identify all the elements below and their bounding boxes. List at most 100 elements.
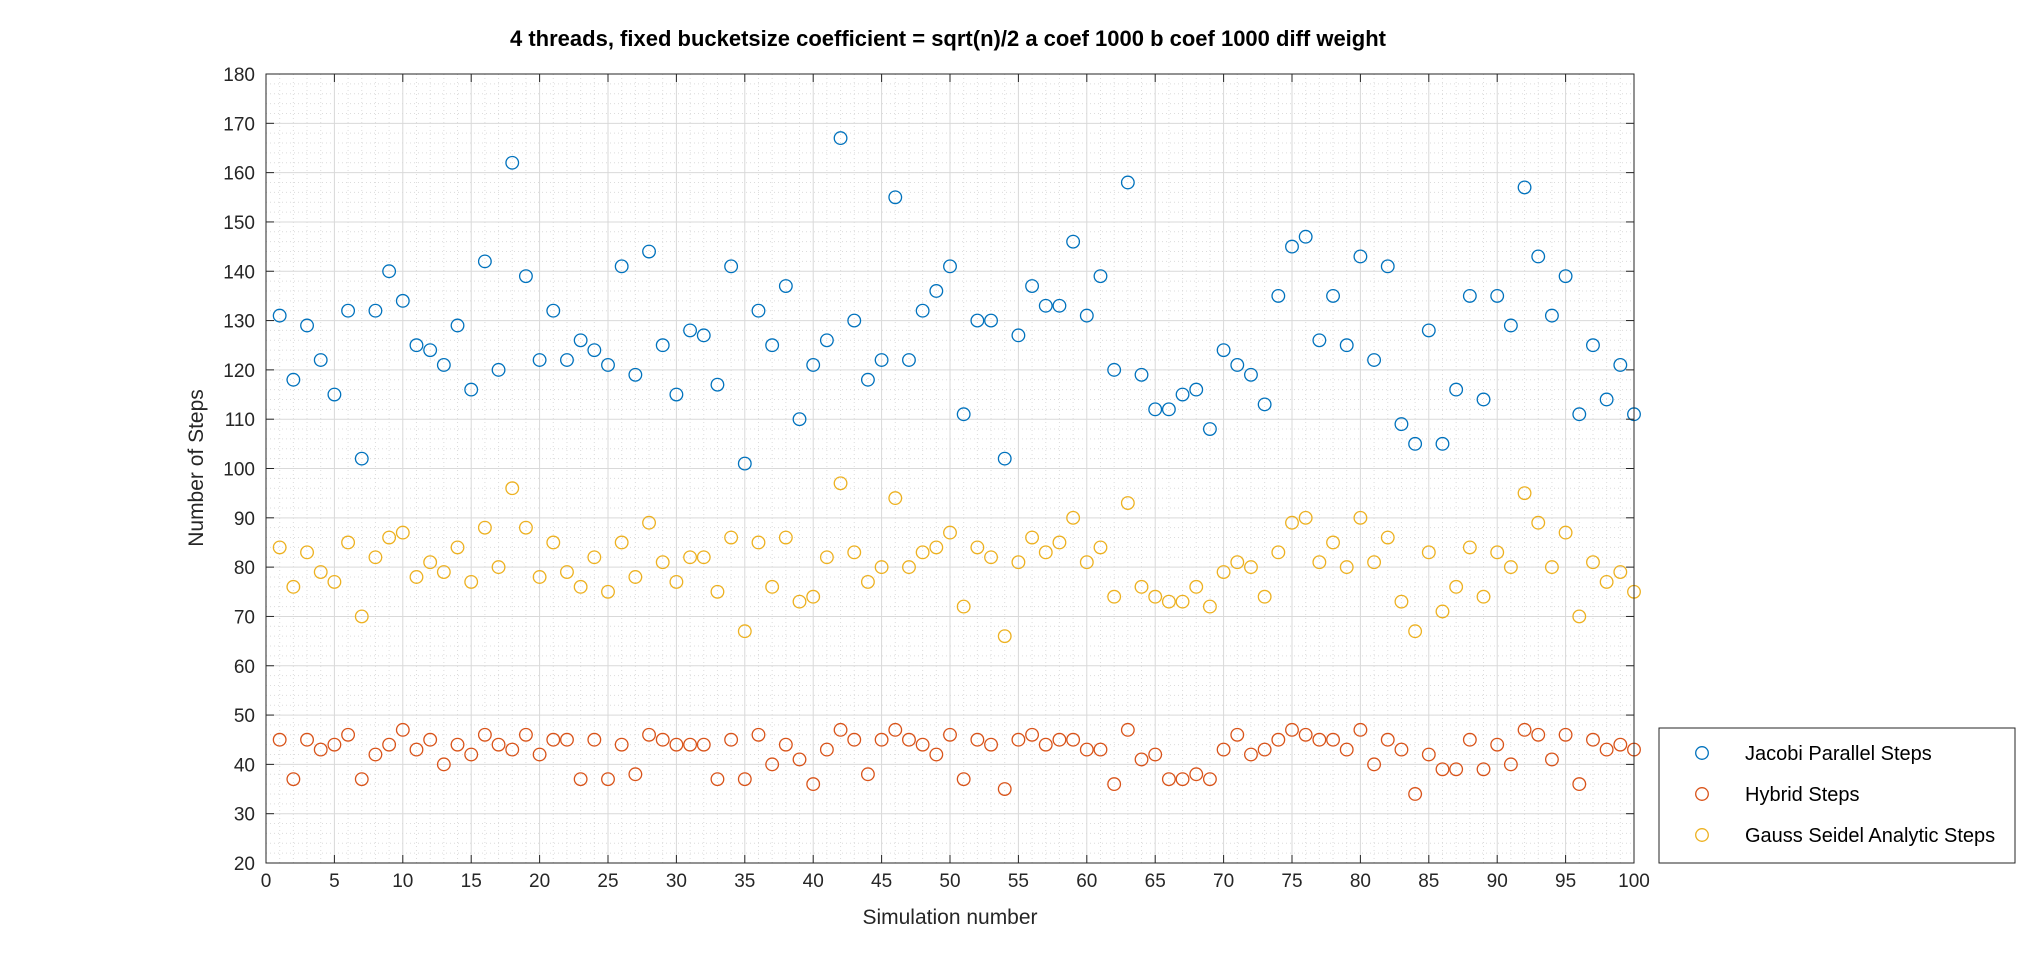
x-tick-label: 40 [803, 871, 824, 892]
data-point [354, 609, 369, 624]
x-tick-label: 15 [461, 871, 482, 892]
data-point [587, 343, 602, 358]
data-point [1599, 392, 1614, 407]
series-1 [272, 131, 1641, 471]
data-point [341, 303, 356, 318]
data-point [1189, 767, 1204, 782]
data-point [997, 629, 1012, 644]
data-point [628, 570, 643, 584]
data-point [341, 535, 356, 550]
data-point [1586, 732, 1600, 747]
data-point [1202, 422, 1217, 437]
data-point [751, 727, 766, 742]
data-point [546, 535, 561, 550]
x-tick-labels: 0 5 10 15 20 25 30 35 40 45 50 55 60 65 70 75 80 85 90 95 10… [261, 871, 1650, 892]
data-point [1175, 594, 1190, 609]
data-point [1326, 535, 1340, 550]
data-point [628, 767, 643, 782]
y-tick-label: 120 [223, 361, 255, 382]
y-tick-label: 150 [223, 213, 255, 234]
data-point [1339, 742, 1354, 757]
data-point [669, 737, 684, 752]
data-point [1161, 772, 1176, 787]
x-tick-label: 25 [597, 871, 618, 892]
data-point [1449, 579, 1464, 594]
data-point [1435, 762, 1450, 777]
data-point [833, 722, 848, 737]
data-point [1066, 510, 1081, 525]
data-point [683, 550, 698, 565]
data-point [614, 737, 629, 752]
data-point [1312, 555, 1327, 570]
data-point [505, 481, 520, 496]
data-point [272, 308, 287, 323]
data-point [1079, 742, 1094, 757]
x-tick-label: 75 [1281, 871, 1302, 892]
data-point [614, 535, 629, 550]
data-point [642, 515, 656, 530]
data-point [1435, 604, 1450, 619]
data-point [423, 555, 438, 570]
data-point [354, 451, 369, 466]
x-tick-label: 30 [666, 871, 687, 892]
y-axis-label: Number of Steps [185, 389, 208, 547]
data-point [1462, 540, 1477, 555]
data-point [1449, 382, 1464, 397]
legend: Jacobi Parallel Steps Hybrid Steps Gauss S… [1658, 727, 2016, 864]
x-tick-label: 100 [1618, 871, 1650, 892]
data-point [1298, 727, 1313, 742]
data-point [532, 570, 547, 584]
data-point [1572, 609, 1587, 624]
data-point [423, 732, 438, 747]
data-point [1093, 269, 1108, 284]
series-2 [272, 722, 1641, 801]
data-point [1257, 589, 1272, 604]
data-point [436, 565, 451, 580]
data-point [1244, 560, 1258, 575]
data-point [1285, 515, 1299, 530]
data-point [655, 555, 670, 570]
data-point [614, 259, 629, 274]
data-point [1544, 308, 1559, 323]
data-point [724, 530, 739, 545]
data-point [450, 318, 465, 333]
data-point [491, 737, 506, 752]
data-point [1079, 555, 1094, 570]
data-point [737, 456, 752, 471]
data-point [847, 545, 862, 560]
data-point [1531, 727, 1546, 742]
data-point [1544, 752, 1559, 767]
data-point [423, 343, 438, 358]
data-point [395, 722, 410, 737]
data-point [1599, 742, 1614, 757]
data-point [313, 742, 328, 757]
data-point [683, 323, 698, 338]
data-point [1394, 594, 1409, 609]
data-point [1011, 732, 1026, 747]
data-point [888, 722, 903, 737]
data-point [984, 737, 998, 752]
x-tick-label: 20 [529, 871, 550, 892]
data-point [1476, 762, 1491, 777]
data-point [737, 624, 752, 639]
data-point [1257, 397, 1272, 412]
data-point [1134, 579, 1149, 594]
data-point [1038, 737, 1053, 752]
data-point [1312, 333, 1327, 348]
data-point [669, 387, 684, 402]
legend-items: Jacobi Parallel Steps Hybrid Steps Gauss S… [1695, 743, 1995, 847]
data-point [1175, 387, 1190, 402]
data-point [888, 491, 903, 506]
data-point [300, 545, 314, 560]
data-point [970, 732, 985, 747]
data-point [1161, 402, 1176, 417]
data-point [1490, 737, 1505, 752]
y-tick-labels: 20 30 40 50 60 70 80 90 100 110 120 130 140 150 160 170… [223, 65, 255, 875]
data-point [1326, 288, 1340, 303]
x-tick-label: 90 [1487, 871, 1508, 892]
data-point [1230, 727, 1245, 742]
y-tick-label: 130 [223, 312, 255, 333]
data-point [751, 535, 766, 550]
plot-area [265, 73, 1641, 864]
data-point [560, 732, 574, 747]
